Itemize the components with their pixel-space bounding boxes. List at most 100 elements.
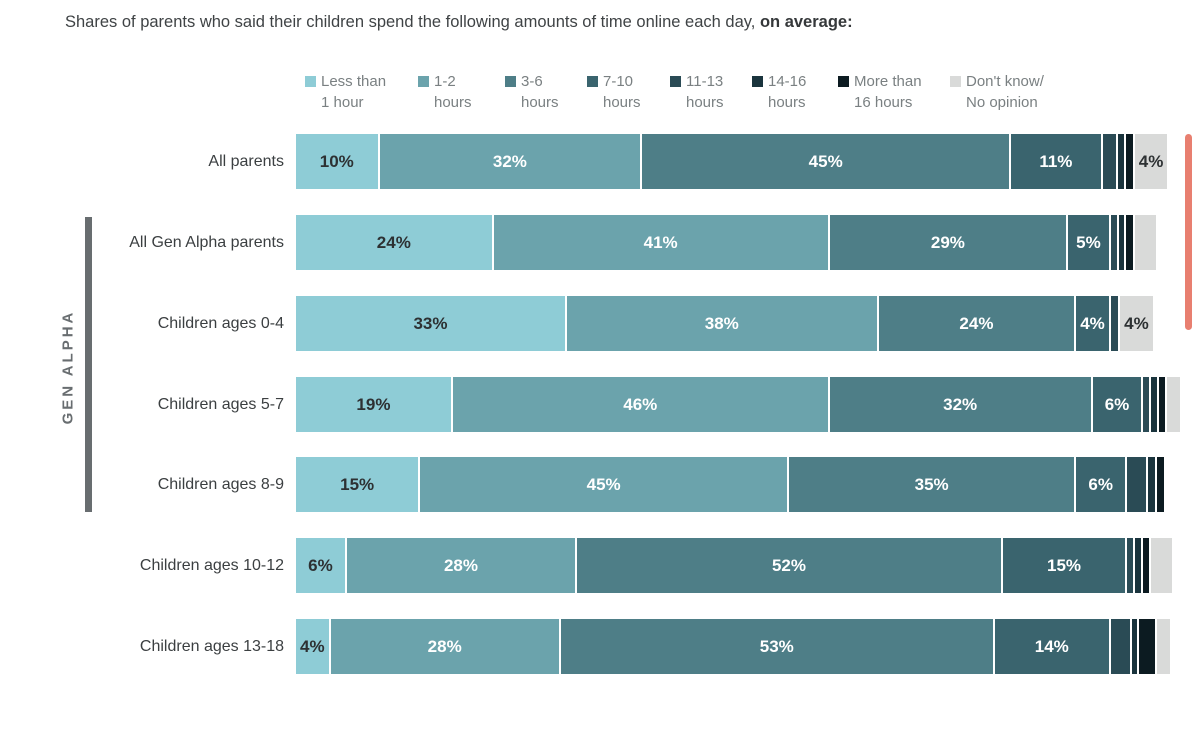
legend-item-h1_2: 1-2 hours (418, 71, 472, 113)
legend-swatch-h1_2-icon (418, 76, 429, 87)
bar-segment-value: 4% (1080, 313, 1105, 333)
bar-segment-h7_10: 14% (994, 619, 1109, 674)
legend-label-line2: No opinion (966, 94, 1038, 111)
legend-label-line1: 1-2 (434, 73, 456, 90)
bar-segment-lt1: 6% (296, 538, 345, 593)
bar-segment-h14_16 (1131, 619, 1138, 674)
bar-segment-dontknow: 4% (1134, 134, 1168, 189)
bar-segment-h1_2: 45% (420, 457, 787, 512)
row-label: Children ages 8-9 (157, 475, 284, 493)
legend-label-line1: 7-10 (603, 73, 634, 90)
bar-segment-lt1: 24% (296, 215, 492, 270)
legend-label-line1: Less than (321, 73, 387, 90)
legend-label-line1: 11-13 (686, 73, 724, 90)
bar-segment-h1_2: 46% (452, 377, 828, 432)
bar-segment-value: 29% (930, 232, 965, 252)
legend-label-line1: Don't know/ (966, 73, 1044, 90)
bar-segment-gt16 (1139, 619, 1155, 674)
bar-segment-dontknow (1156, 619, 1170, 674)
bar-segment-dontknow (1167, 377, 1181, 432)
bar-segment-lt1: 4% (296, 619, 329, 674)
row-label: Children ages 0-4 (157, 314, 284, 332)
legend-item-dontknow: Don't know/No opinion (950, 71, 1044, 113)
legend-label-line1: More than (854, 73, 922, 90)
legend-label-line2: hours (768, 94, 806, 111)
bar-segment-value: 32% (943, 394, 978, 414)
bar-segment-value: 38% (704, 313, 739, 333)
bar-segment-h1_2: 32% (379, 134, 641, 189)
bar-row: 6% 28% 52% 15% (296, 538, 1173, 593)
bar-row: 4% 28% 53% 14% (296, 619, 1170, 674)
bar-segment-value: 45% (808, 151, 843, 171)
bar-segment-value: 28% (427, 636, 462, 656)
legend-label-line1: 3-6 (521, 73, 543, 90)
bar-segment-value: 4% (1124, 313, 1149, 333)
legend-label-line2: 16 hours (854, 94, 913, 111)
bar-segment-value: 4% (300, 636, 325, 656)
bar-segment-h7_10: 15% (1002, 538, 1126, 593)
bar-segment-gt16 (1157, 457, 1164, 512)
bar-segment-h7_10: 4% (1076, 296, 1109, 351)
bar-segment-value: 4% (1138, 151, 1164, 171)
bar-segment-h11_13 (1110, 296, 1119, 351)
bar-segment-h3_6: 24% (878, 296, 1075, 351)
bar-segment-h14_16 (1151, 377, 1157, 432)
bar-segment-h14_16 (1134, 538, 1141, 593)
legend-label-line1: 14-16 (768, 73, 807, 90)
bar-segment-value: 15% (1046, 555, 1082, 575)
bar-segment-value: 14% (1034, 636, 1069, 656)
bar-segment-h14_16 (1147, 457, 1156, 512)
bar-row: 15% 45% 35% 6% (296, 457, 1164, 512)
legend-swatch-h14_16-icon (752, 76, 763, 87)
bar-segment-gt16 (1158, 377, 1166, 432)
legend-swatch-dontknow-icon (950, 76, 961, 87)
bar-segment-value: 33% (413, 313, 448, 333)
row-label: All parents (208, 152, 284, 170)
bar-segment-value: 15% (340, 474, 375, 494)
row-label: All Gen Alpha parents (129, 233, 284, 251)
legend-label-line2: hours (434, 94, 472, 111)
bar-segment-h3_6: 32% (829, 377, 1091, 432)
bar-segment-lt1: 19% (296, 377, 451, 432)
legend-swatch-h3_6-icon (505, 76, 516, 87)
bar-segment-value: 6% (308, 555, 333, 575)
bar-segment-h7_10: 6% (1076, 457, 1126, 512)
bar-segment-lt1: 10% (296, 134, 378, 189)
bar-segment-h7_10: 6% (1092, 377, 1142, 432)
bar-segment-value: 32% (492, 151, 527, 171)
legend-item-h7_10: 7-10 hours (587, 71, 641, 113)
bar-segment-h11_13 (1127, 538, 1133, 593)
bar-segment-h1_2: 38% (566, 296, 877, 351)
bar-segment-value: 52% (771, 555, 806, 575)
bar-segment-h1_2: 28% (330, 619, 559, 674)
bar-segment-lt1: 15% (296, 457, 419, 512)
bar-row: 10% 32% 45% 11% 4% (296, 134, 1168, 189)
bar-row: 33% 38% 24% 4% 4% (296, 296, 1153, 351)
gen-alpha-label: GEN ALPHA (59, 309, 77, 425)
scrollbar-thumb[interactable] (1185, 134, 1192, 330)
legend-swatch-gt16-icon (838, 76, 849, 87)
legend-item-lt1: Less than 1 hour (305, 71, 386, 113)
bar-segment-value: 6% (1104, 394, 1130, 414)
chart-title: Shares of parents who said their childre… (65, 13, 853, 32)
legend-item-gt16: More than 16 hours (838, 71, 922, 113)
bar-segment-gt16 (1126, 134, 1133, 189)
bar-segment-value: 35% (914, 474, 949, 494)
row-label: Children ages 5-7 (157, 395, 284, 413)
bar-segment-value: 11% (1039, 151, 1073, 171)
legend-label-line2: hours (603, 94, 641, 111)
bar-segment-h11_13 (1110, 619, 1130, 674)
bar-segment-value: 10% (319, 151, 354, 171)
bar-segment-h3_6: 45% (642, 134, 1010, 189)
bar-segment-dontknow: 4% (1120, 296, 1153, 351)
bar-segment-value: 24% (376, 232, 411, 252)
bar-segment-h14_16 (1118, 215, 1125, 270)
bar-row: 19% 46% 32% 6% (296, 377, 1181, 432)
bar-segment-value: 6% (1088, 474, 1113, 494)
bar-segment-h3_6: 35% (789, 457, 1075, 512)
row-label: Children ages 13-18 (139, 637, 284, 655)
legend-item-h14_16: 14-16 hours (752, 71, 806, 113)
bar-segment-h3_6: 29% (829, 215, 1067, 270)
chart-title-text: Shares of parents who said their childre… (65, 13, 756, 31)
bar-segment-h3_6: 52% (577, 538, 1001, 593)
